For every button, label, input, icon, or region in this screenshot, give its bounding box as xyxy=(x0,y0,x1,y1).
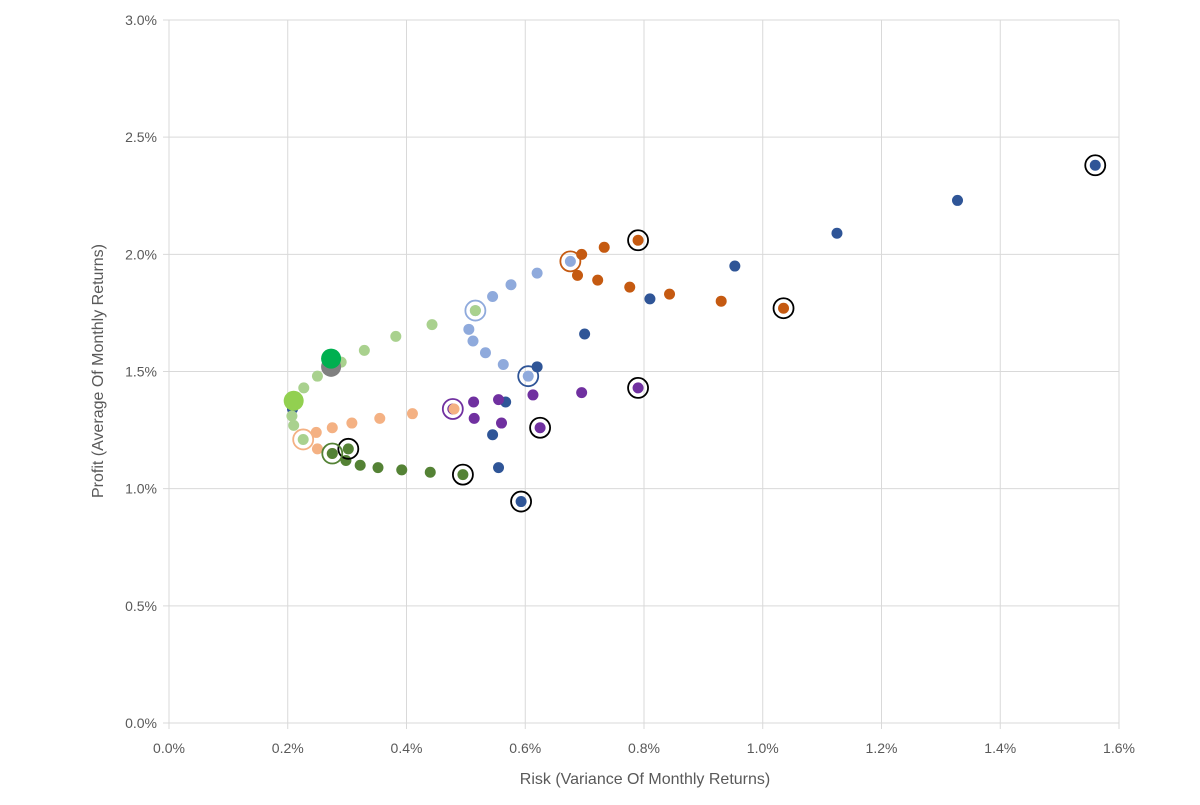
data-point xyxy=(283,390,304,411)
data-point xyxy=(576,387,588,399)
data-point xyxy=(527,389,539,401)
x-axis-title: Risk (Variance Of Monthly Returns) xyxy=(520,771,770,788)
data-points xyxy=(283,159,1101,508)
data-point xyxy=(496,417,507,429)
data-point xyxy=(632,234,644,246)
data-point xyxy=(487,291,499,303)
highlight-ring xyxy=(772,297,795,320)
x-tick-label: 1.0% xyxy=(747,740,779,756)
data-point xyxy=(624,281,636,293)
x-tick-label: 0.6% xyxy=(509,740,541,756)
data-point xyxy=(831,227,843,239)
data-point xyxy=(374,412,386,424)
data-point xyxy=(487,429,499,441)
highlight-ring xyxy=(510,490,532,513)
data-point xyxy=(468,412,480,424)
data-point xyxy=(358,344,370,356)
highlight-ring xyxy=(321,442,344,465)
data-point xyxy=(326,448,338,460)
y-tick-label: 1.0% xyxy=(125,481,157,497)
data-point xyxy=(493,394,505,406)
data-point xyxy=(579,328,591,340)
highlight-ring xyxy=(1084,154,1107,177)
data-point xyxy=(522,370,534,382)
data-point xyxy=(531,267,543,279)
data-point xyxy=(297,433,309,445)
data-point xyxy=(311,370,323,382)
highlight-ring xyxy=(452,463,474,486)
x-tick-label: 1.2% xyxy=(866,740,898,756)
data-point xyxy=(311,443,323,455)
highlight-ring xyxy=(627,377,649,399)
data-point xyxy=(468,396,480,408)
highlight-rings xyxy=(292,154,1107,513)
data-point xyxy=(515,496,527,508)
data-point xyxy=(346,417,358,429)
y-axis-title: Profit (Average Of Monthly Returns) xyxy=(90,244,107,498)
data-point xyxy=(321,348,342,369)
data-point xyxy=(497,358,509,370)
data-point xyxy=(310,426,322,438)
data-point xyxy=(342,443,354,455)
data-point xyxy=(729,260,741,272)
data-point xyxy=(298,382,310,394)
data-point xyxy=(952,194,963,206)
data-point xyxy=(372,462,384,474)
data-point xyxy=(406,408,418,420)
x-tick-label: 0.2% xyxy=(272,740,304,756)
data-point xyxy=(592,274,604,286)
data-point xyxy=(396,464,408,476)
data-point xyxy=(288,419,300,431)
data-point xyxy=(531,361,543,373)
data-point xyxy=(448,403,460,415)
data-point xyxy=(479,347,491,359)
x-tick-label: 1.4% xyxy=(984,740,1016,756)
data-point xyxy=(326,422,338,434)
data-point xyxy=(390,330,402,342)
y-tick-label: 2.5% xyxy=(125,129,157,145)
data-point xyxy=(469,305,481,317)
x-tick-label: 1.6% xyxy=(1103,740,1135,756)
highlight-ring xyxy=(441,398,464,420)
data-point xyxy=(778,302,790,314)
data-point xyxy=(644,293,656,305)
x-tick-label: 0.4% xyxy=(391,740,423,756)
highlight-ring xyxy=(559,250,582,273)
highlight-ring xyxy=(529,416,551,439)
data-point xyxy=(424,466,436,478)
x-tick-label: 0.8% xyxy=(628,740,660,756)
highlight-ring xyxy=(627,229,649,252)
data-point xyxy=(632,382,644,394)
highlight-ring xyxy=(292,428,315,451)
data-point xyxy=(493,462,505,474)
data-point xyxy=(1089,159,1101,171)
gridlines xyxy=(163,19,1120,729)
data-point xyxy=(564,255,576,267)
highlight-ring xyxy=(337,437,360,460)
y-tick-label: 0.5% xyxy=(125,598,157,614)
data-point xyxy=(715,295,727,307)
data-point xyxy=(286,410,298,422)
highlight-ring xyxy=(464,299,487,322)
y-tick-label: 2.0% xyxy=(125,246,157,262)
data-point xyxy=(467,335,479,347)
data-point xyxy=(572,269,583,281)
data-point xyxy=(534,422,546,434)
tick-labels: 0.0% 0.2% 0.4% 0.6% 0.8% 1.0% 1.2% 1.4% 1.6% 0.0%… xyxy=(125,12,1135,756)
data-point xyxy=(463,323,475,335)
y-tick-label: 1.5% xyxy=(125,364,157,380)
data-point xyxy=(426,319,438,331)
data-point xyxy=(354,459,366,471)
data-point xyxy=(457,469,469,481)
y-tick-label: 3.0% xyxy=(125,12,157,28)
data-point xyxy=(664,288,676,300)
data-point xyxy=(505,279,517,291)
x-tick-label: 0.0% xyxy=(153,740,185,756)
y-tick-label: 0.0% xyxy=(125,715,157,731)
highlight-ring xyxy=(517,365,540,388)
data-point xyxy=(598,241,610,253)
